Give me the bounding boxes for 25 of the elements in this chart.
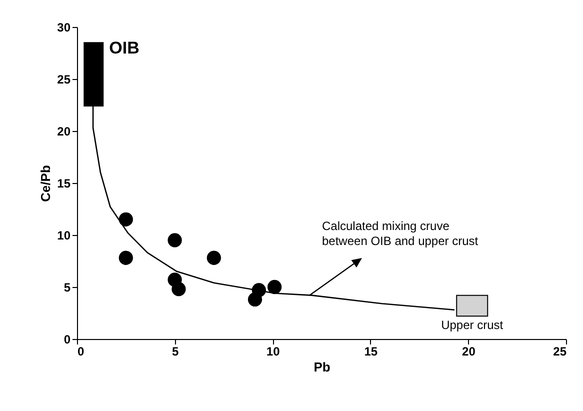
point — [267, 280, 282, 294]
y-tick-label: 10 — [57, 228, 71, 242]
x-tick-label: 25 — [553, 344, 567, 358]
point — [206, 250, 221, 265]
point — [172, 282, 186, 296]
y-tick-label: 0 — [64, 332, 71, 346]
y-tick-label: 5 — [64, 280, 71, 294]
point — [248, 292, 262, 307]
y-tick-label: 20 — [57, 124, 71, 138]
x-tick-label: 15 — [364, 344, 378, 358]
x-axis-title: Pb — [314, 360, 330, 374]
annotation: Calculated mixing cruve between OIB and upper crust — [322, 219, 479, 248]
x-tick-label: 0 — [78, 344, 84, 358]
point — [118, 212, 133, 226]
point — [118, 250, 133, 265]
x-tick-label: 10 — [266, 344, 280, 358]
x-tick-label: 5 — [172, 344, 179, 358]
y-tick-label: 15 — [57, 176, 71, 190]
y-axis-title: Ce/Pb — [38, 165, 54, 202]
x-tick-label: 20 — [462, 344, 476, 358]
series-label: Upper crust — [441, 318, 504, 332]
y-tick-label: 25 — [57, 72, 71, 86]
y-tick-label: 30 — [57, 20, 71, 34]
series-label: OIB — [109, 38, 140, 58]
point — [168, 233, 182, 248]
